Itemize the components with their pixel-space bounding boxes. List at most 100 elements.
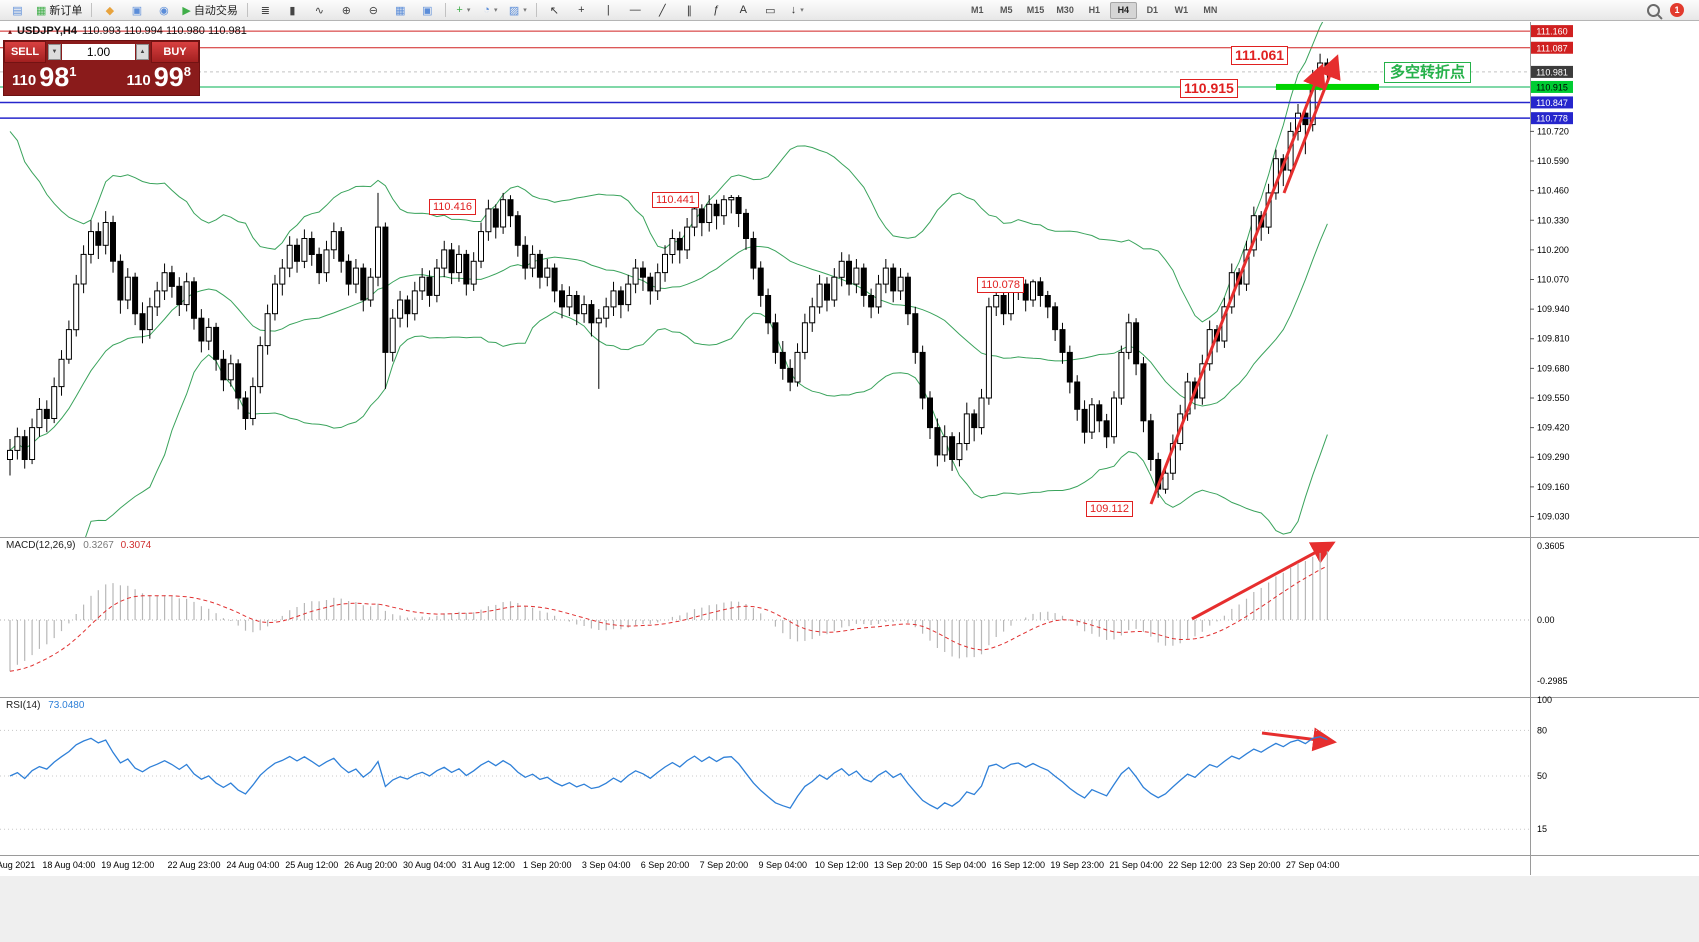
channel-tool-button[interactable]: ∥ bbox=[677, 1, 702, 20]
line-chart-icon[interactable]: ∿ bbox=[307, 1, 332, 20]
ohlc-quote-label: 110.993 110.994 110.980 110.981 bbox=[81, 25, 247, 37]
trend-arrow[interactable] bbox=[1261, 727, 1337, 752]
trend-arrow[interactable] bbox=[1149, 63, 1326, 505]
label-tool-button[interactable]: ▭ bbox=[758, 1, 783, 20]
buy-price[interactable]: 110 99 8 bbox=[127, 64, 191, 91]
main-plot bbox=[7, 22, 1331, 537]
chart-price-label[interactable]: 110.416 bbox=[429, 199, 476, 215]
vertical-line-tool-button[interactable]: | bbox=[596, 1, 621, 20]
svg-text:21 Sep 04:00: 21 Sep 04:00 bbox=[1109, 860, 1163, 870]
search-icon[interactable] bbox=[1647, 3, 1660, 17]
time-scale[interactable]: 16 Aug 2021 18 Aug 04:00 19 Aug 12:00 22 Au… bbox=[0, 860, 1339, 870]
sell-price-whole: 110 bbox=[12, 71, 37, 89]
dropdown-caret-icon: ▾ bbox=[466, 7, 471, 14]
new-order-button[interactable]: ▦ 新订单 bbox=[32, 1, 86, 20]
dropdown-caret-icon: ▾ bbox=[800, 7, 804, 14]
symbol-timeframe-label: USDJPY,H4 bbox=[17, 25, 77, 37]
bollinger-band-line bbox=[9, 22, 1324, 323]
tile-windows-icon[interactable]: ▦ bbox=[388, 1, 413, 20]
chart-price-label[interactable]: 111.061 bbox=[1231, 46, 1289, 65]
timeframe-m5-button[interactable]: M5 bbox=[1000, 5, 1013, 15]
horn-icon[interactable]: ◆ bbox=[97, 1, 122, 20]
zoom-in-icon: ⊕ bbox=[341, 4, 351, 17]
chart-price-label[interactable]: 109.112 bbox=[1086, 501, 1133, 517]
chart-price-label[interactable]: 110.915 bbox=[1180, 79, 1238, 98]
svg-text:22 Sep 12:00: 22 Sep 12:00 bbox=[1168, 860, 1222, 870]
trendline-tool-button[interactable]: ╱ bbox=[650, 1, 675, 20]
chart-price-label[interactable]: 110.441 bbox=[652, 192, 699, 208]
timeframe-w1-button[interactable]: W1 bbox=[1174, 5, 1189, 15]
svg-text:110.590: 110.590 bbox=[1537, 156, 1569, 166]
timeframe-mn-button[interactable]: MN bbox=[1203, 5, 1218, 15]
crosshair-tool-button[interactable]: + bbox=[569, 1, 594, 20]
timeframe-h4-button[interactable]: H4 bbox=[1109, 1, 1137, 19]
buy-button[interactable]: BUY bbox=[151, 41, 199, 63]
fibonacci-tool-button[interactable]: ƒ bbox=[704, 1, 729, 20]
one-click-toggle-icon[interactable]: ▴ bbox=[8, 26, 13, 36]
macd-signal-line bbox=[9, 565, 1328, 672]
svg-text:24 Aug 04:00: 24 Aug 04:00 bbox=[226, 860, 279, 870]
lot-size-input[interactable]: 1.00 bbox=[62, 44, 135, 60]
lot-increase-button[interactable]: ▲ bbox=[136, 44, 149, 60]
macd-signal-value: 0.3074 bbox=[120, 540, 152, 551]
trend-arrow[interactable] bbox=[1282, 54, 1341, 194]
toolbar-spacer bbox=[812, 10, 962, 11]
svg-text:50: 50 bbox=[1537, 771, 1547, 781]
sell-price-pips: 98 bbox=[39, 62, 70, 92]
chart-price-label[interactable]: 110.078 bbox=[977, 277, 1024, 293]
cursor-tool-icon: ↖ bbox=[549, 4, 559, 17]
svg-text:18 Aug 04:00: 18 Aug 04:00 bbox=[42, 860, 95, 870]
trendline-tool-icon: ╱ bbox=[658, 4, 666, 17]
timeframe-m1-button[interactable]: M1 bbox=[971, 5, 984, 15]
symbol-mini-chart-icon[interactable]: ▤ bbox=[5, 1, 30, 20]
turning-point-note[interactable]: 多空转折点 bbox=[1384, 62, 1472, 83]
zoom-in-button[interactable]: ⊕ bbox=[334, 1, 359, 20]
vertical-line-tool-icon: | bbox=[606, 4, 610, 16]
horizontal-line-tool-icon: — bbox=[629, 4, 641, 16]
price-scale[interactable]: 110.720 110.590 110.460 110.330 110.200 110.0… bbox=[1530, 25, 1573, 834]
candlestick-chart-icon-icon: ▮ bbox=[289, 4, 296, 17]
auto-trading-button[interactable]: ▶ 自动交易 bbox=[178, 1, 241, 20]
svg-text:9 Sep 04:00: 9 Sep 04:00 bbox=[759, 860, 808, 870]
bar-chart-icon[interactable]: ≣ bbox=[253, 1, 278, 20]
support-highlight-bar[interactable] bbox=[1276, 83, 1379, 90]
lot-decrease-button[interactable]: ▼ bbox=[48, 44, 61, 60]
svg-text:23 Sep 20:00: 23 Sep 20:00 bbox=[1227, 860, 1281, 870]
rsi-value: 73.0480 bbox=[48, 700, 85, 711]
svg-text:111.087: 111.087 bbox=[1536, 43, 1567, 53]
refresh-icon[interactable]: ◉ bbox=[151, 1, 176, 20]
sell-button[interactable]: SELL bbox=[4, 41, 46, 63]
timeframe-h1-button[interactable]: H1 bbox=[1088, 5, 1101, 15]
macd-panel bbox=[0, 551, 1530, 672]
auto-arrange-icon[interactable]: ▣ bbox=[415, 1, 440, 20]
templates-button[interactable]: ▨ ▾ bbox=[505, 1, 531, 20]
sell-price[interactable]: 110 98 1 bbox=[12, 64, 76, 91]
cursor-tool-button[interactable]: ↖ bbox=[542, 1, 567, 20]
svg-text:13 Sep 20:00: 13 Sep 20:00 bbox=[874, 860, 928, 870]
candlestick-series bbox=[7, 53, 1331, 498]
svg-text:109.550: 109.550 bbox=[1537, 393, 1570, 403]
auto-arrange-icon-icon: ▣ bbox=[422, 4, 433, 17]
horizontal-line-tool-button[interactable]: — bbox=[623, 1, 648, 20]
notification-badge[interactable]: 1 bbox=[1670, 3, 1684, 17]
timeframe-d1-button[interactable]: D1 bbox=[1146, 5, 1159, 15]
one-click-trading-panel: SELL ▼ 1.00 ▲ BUY 110 98 1 110 99 8 bbox=[3, 40, 200, 96]
macd-name: MACD(12,26,9) bbox=[6, 540, 76, 551]
text-tool-button[interactable]: A bbox=[731, 1, 756, 20]
arrow-tools-button[interactable]: ↓ ▾ bbox=[785, 1, 810, 20]
main-toolbar: ▤ ▦ 新订单 ◆ ▣ ◉ ▶ 自动交易 ≣ ▮ ∿ ⊕ ⊖ ▦ ▣ + ▾ ◔ ▾ ▨ ▾ ↖ + | — ╱ ∥ ƒ A ▭ ↓ ▾ M1 M… bbox=[0, 0, 1699, 21]
zoom-out-button[interactable]: ⊖ bbox=[361, 1, 386, 20]
price-badge: 111.160 bbox=[1531, 25, 1573, 38]
svg-text:1 Sep 20:00: 1 Sep 20:00 bbox=[523, 860, 572, 870]
trend-arrow[interactable] bbox=[1191, 541, 1336, 621]
period-selector-button[interactable]: ◔ ▾ bbox=[478, 1, 503, 20]
timeframe-m15-button[interactable]: M15 bbox=[1026, 5, 1045, 15]
svg-text:26 Aug 20:00: 26 Aug 20:00 bbox=[344, 860, 397, 870]
add-indicator-button[interactable]: + ▾ bbox=[451, 1, 476, 20]
toolbar-buttons: ▤ ▦ 新订单 ◆ ▣ ◉ ▶ 自动交易 ≣ ▮ ∿ ⊕ ⊖ ▦ ▣ + ▾ ◔ ▾ ▨ ▾ ↖ + | — ╱ ∥ ƒ A ▭ ↓ ▾ M1 M… bbox=[5, 1, 1224, 20]
candlestick-chart-icon[interactable]: ▮ bbox=[280, 1, 305, 20]
timeframe-m30-button[interactable]: M30 bbox=[1056, 5, 1074, 15]
profiles-icon[interactable]: ▣ bbox=[124, 1, 149, 20]
